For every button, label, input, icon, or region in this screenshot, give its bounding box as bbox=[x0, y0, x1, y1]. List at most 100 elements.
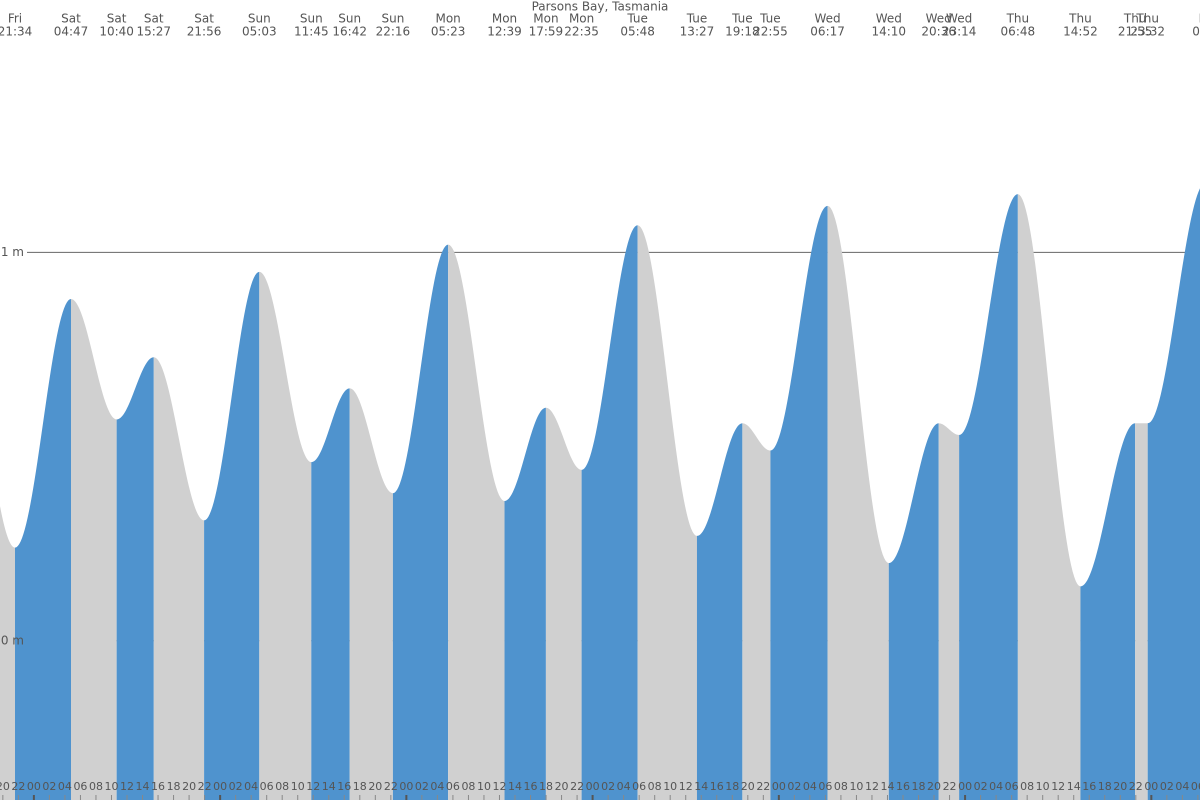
hour-label: 04 bbox=[617, 780, 631, 793]
hour-label: 10 bbox=[1036, 780, 1050, 793]
extreme-time: 21:56 bbox=[187, 25, 222, 39]
tide-segment bbox=[1080, 423, 1136, 800]
hour-label: 02 bbox=[42, 780, 56, 793]
extreme-day: Thu bbox=[1123, 12, 1147, 26]
hour-label: 10 bbox=[477, 780, 491, 793]
hour-label: 22 bbox=[1129, 780, 1143, 793]
hour-label: 10 bbox=[291, 780, 305, 793]
hour-label: 00 bbox=[1144, 780, 1158, 793]
hour-label: 06 bbox=[1005, 780, 1019, 793]
tide-segment bbox=[938, 423, 960, 800]
hour-label: 20 bbox=[741, 780, 755, 793]
tide-segment bbox=[742, 423, 771, 800]
extreme-day: Thu bbox=[1006, 12, 1030, 26]
extreme-time: 05:23 bbox=[431, 25, 466, 39]
tide-segment bbox=[545, 407, 582, 800]
hour-label: 02 bbox=[415, 780, 429, 793]
tide-segment bbox=[311, 388, 350, 800]
hour-label: 20 bbox=[927, 780, 941, 793]
tide-segment bbox=[1017, 194, 1081, 800]
hour-label: 00 bbox=[27, 780, 41, 793]
hour-label: 02 bbox=[787, 780, 801, 793]
extreme-day: Sun bbox=[338, 12, 361, 26]
hour-label: 18 bbox=[167, 780, 181, 793]
extreme-day: Fri bbox=[8, 12, 22, 26]
hour-label: 22 bbox=[570, 780, 584, 793]
hour-label: 14 bbox=[322, 780, 336, 793]
hour-label: 12 bbox=[120, 780, 134, 793]
y-tick-label: 0 m bbox=[1, 633, 24, 647]
hour-label: 20 bbox=[0, 780, 10, 793]
extreme-day: Sun bbox=[300, 12, 323, 26]
hour-label: 14 bbox=[136, 780, 150, 793]
tide-segment bbox=[448, 244, 505, 800]
hour-label: 14 bbox=[1067, 780, 1081, 793]
hour-label: 08 bbox=[275, 780, 289, 793]
extreme-time: 23:14 bbox=[942, 25, 977, 39]
hour-label: 12 bbox=[865, 780, 879, 793]
extreme-day: Thu bbox=[1135, 12, 1159, 26]
hour-label: 04 bbox=[244, 780, 258, 793]
hour-label: 08 bbox=[461, 780, 475, 793]
tide-segment bbox=[259, 271, 312, 800]
hour-label: 16 bbox=[524, 780, 538, 793]
hour-label: 12 bbox=[306, 780, 320, 793]
hour-label: 14 bbox=[508, 780, 522, 793]
extreme-day: Tue bbox=[759, 12, 781, 26]
hour-label: 06 bbox=[73, 780, 87, 793]
extreme-day: Wed bbox=[876, 12, 902, 26]
hour-label: 08 bbox=[89, 780, 103, 793]
extreme-day: Sun bbox=[381, 12, 404, 26]
hour-label: 02 bbox=[229, 780, 243, 793]
hour-label: 06 bbox=[818, 780, 832, 793]
hour-label: 20 bbox=[182, 780, 196, 793]
extreme-day: Sat bbox=[144, 12, 164, 26]
extreme-day: Sun bbox=[248, 12, 271, 26]
hour-label: 20 bbox=[368, 780, 382, 793]
tide-segment bbox=[349, 388, 393, 800]
hour-label: 16 bbox=[896, 780, 910, 793]
tide-segment bbox=[696, 423, 743, 800]
y-tick-label: 1 m bbox=[1, 245, 24, 259]
hour-label: 14 bbox=[694, 780, 708, 793]
hour-label: 14 bbox=[880, 780, 894, 793]
tide-segment bbox=[504, 407, 546, 800]
extreme-time: 14:52 bbox=[1063, 25, 1098, 39]
extreme-day: Mon bbox=[492, 12, 517, 26]
hour-label: 22 bbox=[198, 780, 212, 793]
hour-label: 06 bbox=[1191, 780, 1200, 793]
extreme-day: Wed bbox=[946, 12, 972, 26]
hour-label: 00 bbox=[213, 780, 227, 793]
extreme-time: 06:48 bbox=[1001, 25, 1036, 39]
extreme-day: Mon bbox=[533, 12, 558, 26]
extreme-day: Wed bbox=[815, 12, 841, 26]
extreme-time: 21:55 bbox=[1118, 25, 1153, 39]
extreme-time: 11:45 bbox=[294, 25, 329, 39]
hour-label: 12 bbox=[1051, 780, 1065, 793]
extreme-time: 20:36 bbox=[921, 25, 956, 39]
hour-label: 10 bbox=[849, 780, 863, 793]
extreme-time: 21:34 bbox=[0, 25, 32, 39]
hour-label: 16 bbox=[337, 780, 351, 793]
tide-segment bbox=[581, 225, 638, 800]
extreme-day: Sat bbox=[107, 12, 127, 26]
hour-label: 02 bbox=[601, 780, 615, 793]
hour-label: 06 bbox=[446, 780, 460, 793]
extreme-time: 23:32 bbox=[1130, 25, 1165, 39]
extreme-time: 22:35 bbox=[564, 25, 599, 39]
hour-label: 02 bbox=[974, 780, 988, 793]
tide-segment bbox=[1135, 423, 1148, 800]
extreme-day: Mon bbox=[435, 12, 460, 26]
hour-label: 12 bbox=[679, 780, 693, 793]
extreme-time: 12:39 bbox=[487, 25, 522, 39]
hour-label: 22 bbox=[11, 780, 25, 793]
tide-segment bbox=[770, 205, 828, 800]
tide-segment bbox=[827, 205, 889, 800]
tide-segment bbox=[71, 299, 117, 800]
hour-label: 00 bbox=[958, 780, 972, 793]
hour-label: 22 bbox=[943, 780, 957, 793]
hour-label: 10 bbox=[104, 780, 118, 793]
extreme-day: Tue bbox=[626, 12, 648, 26]
